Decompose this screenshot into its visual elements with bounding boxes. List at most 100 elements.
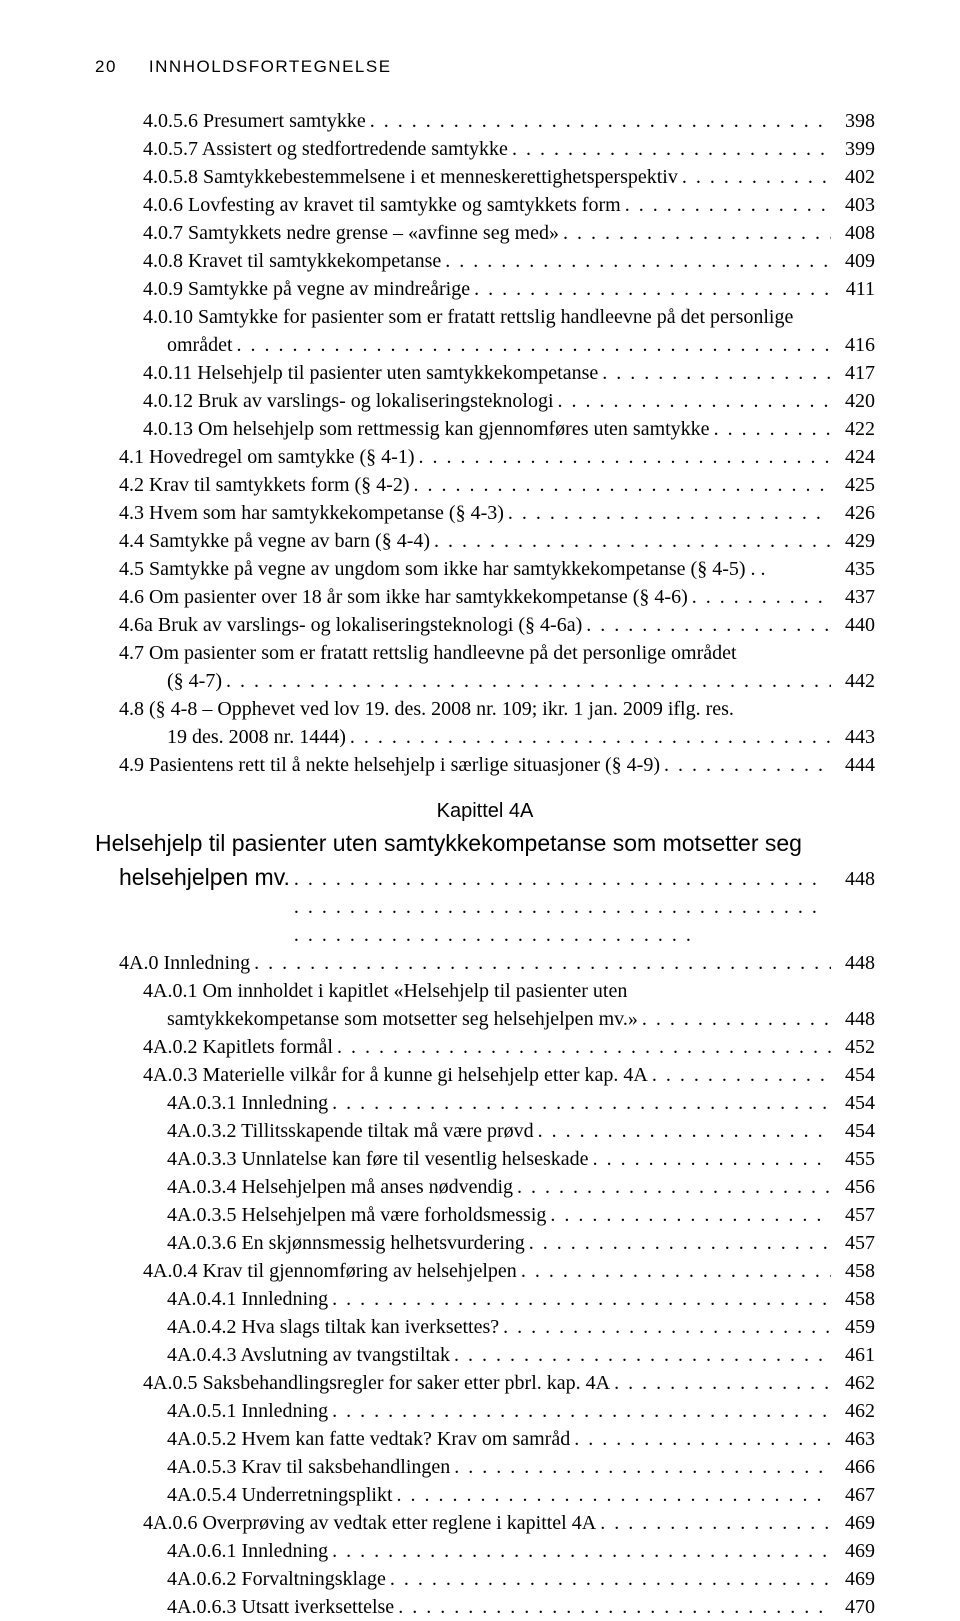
running-header: 20 INNHOLDSFORTEGNELSE [95,55,875,79]
toc-entry-text: 4A.0.6 Overprøving av vedtak etter regle… [143,1509,596,1537]
toc-entry: 4A.0 Innledning. . . . . . . . . . . . .… [119,949,875,977]
leader-dots: . . . . . . . . . . . . . . . . . . . . … [332,1537,831,1565]
toc-entry-text: 4.6 Om pasienter over 18 år som ikke har… [119,583,688,611]
chapter-title-line2-text: helsehjelpen mv. [119,861,290,893]
toc-entry-text: 4A.0.4 Krav til gjennomføring av helsehj… [143,1257,517,1285]
toc-entry-page: 454 [835,1061,875,1089]
toc-entry-page: 425 [835,471,875,499]
toc-entry-page: 458 [835,1257,875,1285]
leader-dots: . . . . . . . . . . . . . . . . . . . . … [692,583,831,611]
toc-entry-text: 4.0.8 Kravet til samtykkekompetanse [143,247,441,275]
toc-entry-text: samtykkekompetanse som motsetter seg hel… [167,1005,638,1033]
toc-block-1: 4.0.5.6 Presumert samtykke. . . . . . . … [95,107,875,779]
toc-entry-text: 4A.0.4.3 Avslutning av tvangstiltak [167,1341,450,1369]
toc-entry: 4.0.7 Samtykkets nedre grense – «avfinne… [143,219,875,247]
leader-dots: . . . . . . . . . . . . . . . . . . . . … [337,1033,831,1061]
toc-entry: 4.7 Om pasienter som er fratatt rettslig… [119,639,875,667]
leader-dots: . . . . . . . . . . . . . . . . . . . . … [390,1565,831,1593]
toc-entry-page: 454 [835,1117,875,1145]
chapter-title-line2: helsehjelpen mv. . . . . . . . . . . . .… [119,861,875,949]
leader-dots: . . . . . . . . . . . . . . . . . . . . … [370,107,831,135]
toc-entry-text: 4.6a Bruk av varslings- og lokaliserings… [119,611,582,639]
toc-entry: 4A.0.3.3 Unnlatelse kan føre til vesentl… [167,1145,875,1173]
leader-dots: . . . . . . . . . . . . . . . . . . . . … [714,415,831,443]
toc-entry-text: 4A.0.1 Om innholdet i kapitlet «Helsehje… [143,977,627,1005]
toc-entry-text: 4A.0.4.2 Hva slags tiltak kan iverksette… [167,1313,499,1341]
toc-entry: 4.0.8 Kravet til samtykkekompetanse. . .… [143,247,875,275]
toc-entry-text: 4.0.10 Samtykke for pasienter som er fra… [143,303,793,331]
leader-dots: . . . . . . . . . . . . . . . . . . . . … [521,1257,831,1285]
toc-entry-text: 4.9 Pasientens rett til å nekte helsehje… [119,751,660,779]
leader-dots: . . . . . . . . . . . . . . . . . . . . … [593,1145,831,1173]
toc-entry-text: 4A.0.5.4 Underretningsplikt [167,1481,393,1509]
toc-entry: 4.6a Bruk av varslings- og lokaliserings… [119,611,875,639]
toc-entry-text: 4.0.13 Om helsehjelp som rettmessig kan … [143,415,710,443]
toc-entry-text: 4A.0.3.1 Innledning [167,1089,328,1117]
leader-dots: . . . . . . . . . . . . . . . . . . . . … [237,331,831,359]
leader-dots: . . . . . . . . . . . . . . . . . . . . … [397,1481,831,1509]
leader-dots: . . . . . . . . . . . . . . . . . . . . … [454,1341,831,1369]
toc-entry-page: 459 [835,1313,875,1341]
toc-entry: 4.0.5.6 Presumert samtykke. . . . . . . … [143,107,875,135]
leader-dots: . . . . . . . . . . . . . . . . . . . . … [664,751,831,779]
toc-entry-page: 462 [835,1369,875,1397]
toc-entry-page: 443 [835,723,875,751]
leader-dots: . . . . . . . . . . . . . . . . . . . . … [294,865,831,949]
toc-entry-page: 461 [835,1341,875,1369]
toc-entry-text: 4.0.6 Lovfesting av kravet til samtykke … [143,191,621,219]
toc-entry-page: 402 [835,163,875,191]
toc-entry-page: 403 [835,191,875,219]
leader-dots: . . . . . . . . . . . . . . . . . . . . … [517,1173,831,1201]
toc-entry-text: 4.0.7 Samtykkets nedre grense – «avfinne… [143,219,559,247]
toc-entry: 4A.0.3.4 Helsehjelpen må anses nødvendig… [167,1173,875,1201]
toc-entry-page: 408 [835,219,875,247]
toc-entry: (§ 4-7). . . . . . . . . . . . . . . . .… [167,667,875,695]
toc-entry-text: 4A.0.3.6 En skjønnsmessig helhetsvurderi… [167,1229,525,1257]
toc-entry-page: 435 [835,555,875,583]
toc-entry-page: 416 [835,331,875,359]
leader-dots: . . . . . . . . . . . . . . . . . . . . … [508,499,831,527]
toc-entry: 4A.0.5 Saksbehandlingsregler for saker e… [143,1369,875,1397]
toc-entry: samtykkekompetanse som motsetter seg hel… [167,1005,875,1033]
toc-entry-page: 457 [835,1201,875,1229]
toc-entry-text: 4.1 Hovedregel om samtykke (§ 4-1) [119,443,414,471]
toc-entry-text: 4.8 (§ 4-8 – Opphevet ved lov 19. des. 2… [119,695,734,723]
toc-entry-text: 4A.0.5.2 Hvem kan fatte vedtak? Krav om … [167,1425,570,1453]
toc-entry-text: 4A.0.2 Kapitlets formål [143,1033,333,1061]
toc-entry-page: 411 [835,275,875,303]
toc-entry-page: 424 [835,443,875,471]
leader-dots: . . . . . . . . . . . . . . . . . . . . … [586,611,831,639]
leader-dots: . . . . . . . . . . . . . . . . . . . . … [574,1425,831,1453]
leader-dots: . . . . . . . . . . . . . . . . . . . . … [445,247,831,275]
toc-entry: 4A.0.4.1 Innledning. . . . . . . . . . .… [167,1285,875,1313]
toc-entry: 4.0.6 Lovfesting av kravet til samtykke … [143,191,875,219]
toc-entry-text: 4.0.5.8 Samtykkebestemmelsene i et menne… [143,163,678,191]
header-title: INNHOLDSFORTEGNELSE [149,55,392,79]
leader-dots: . . . . . . . . . . . . . . . . . . . . … [652,1061,831,1089]
leader-dots: . . . . . . . . . . . . . . . . . . . . … [529,1229,831,1257]
toc-entry: 4A.0.3.2 Tillitsskapende tiltak må være … [167,1117,875,1145]
toc-entry: 4A.0.3 Materielle vilkår for å kunne gi … [143,1061,875,1089]
toc-entry-text: 4.0.5.7 Assistert og stedfortredende sam… [143,135,508,163]
toc-entry: 4.0.11 Helsehjelp til pasienter uten sam… [143,359,875,387]
toc-entry: 4A.0.5.3 Krav til saksbehandlingen. . . … [167,1453,875,1481]
toc-entry-page: 469 [835,1565,875,1593]
toc-entry-text: 4A.0 Innledning [119,949,250,977]
toc-entry-text: 4.0.9 Samtykke på vegne av mindreårige [143,275,470,303]
toc-entry-text: 4.5 Samtykke på vegne av ungdom som ikke… [119,555,766,583]
toc-entry: 4A.0.5.4 Underretningsplikt. . . . . . .… [167,1481,875,1509]
toc-entry-text: 4A.0.3.3 Unnlatelse kan føre til vesentl… [167,1145,589,1173]
toc-entry-page: 422 [835,415,875,443]
toc-entry-page: 457 [835,1229,875,1257]
toc-entry-page: 462 [835,1397,875,1425]
leader-dots: . . . . . . . . . . . . . . . . . . . . … [434,527,831,555]
toc-entry: området. . . . . . . . . . . . . . . . .… [167,331,875,359]
toc-entry-text: området [167,331,233,359]
toc-entry: 4A.0.1 Om innholdet i kapitlet «Helsehje… [143,977,875,1005]
leader-dots: . . . . . . . . . . . . . . . . . . . . … [474,275,831,303]
toc-entry: 4.0.13 Om helsehjelp som rettmessig kan … [143,415,875,443]
toc-entry-page: 437 [835,583,875,611]
toc-entry: 4A.0.2 Kapitlets formål. . . . . . . . .… [143,1033,875,1061]
leader-dots: . . . . . . . . . . . . . . . . . . . . … [332,1089,831,1117]
page: 20 INNHOLDSFORTEGNELSE 4.0.5.6 Presumert… [0,0,960,1479]
